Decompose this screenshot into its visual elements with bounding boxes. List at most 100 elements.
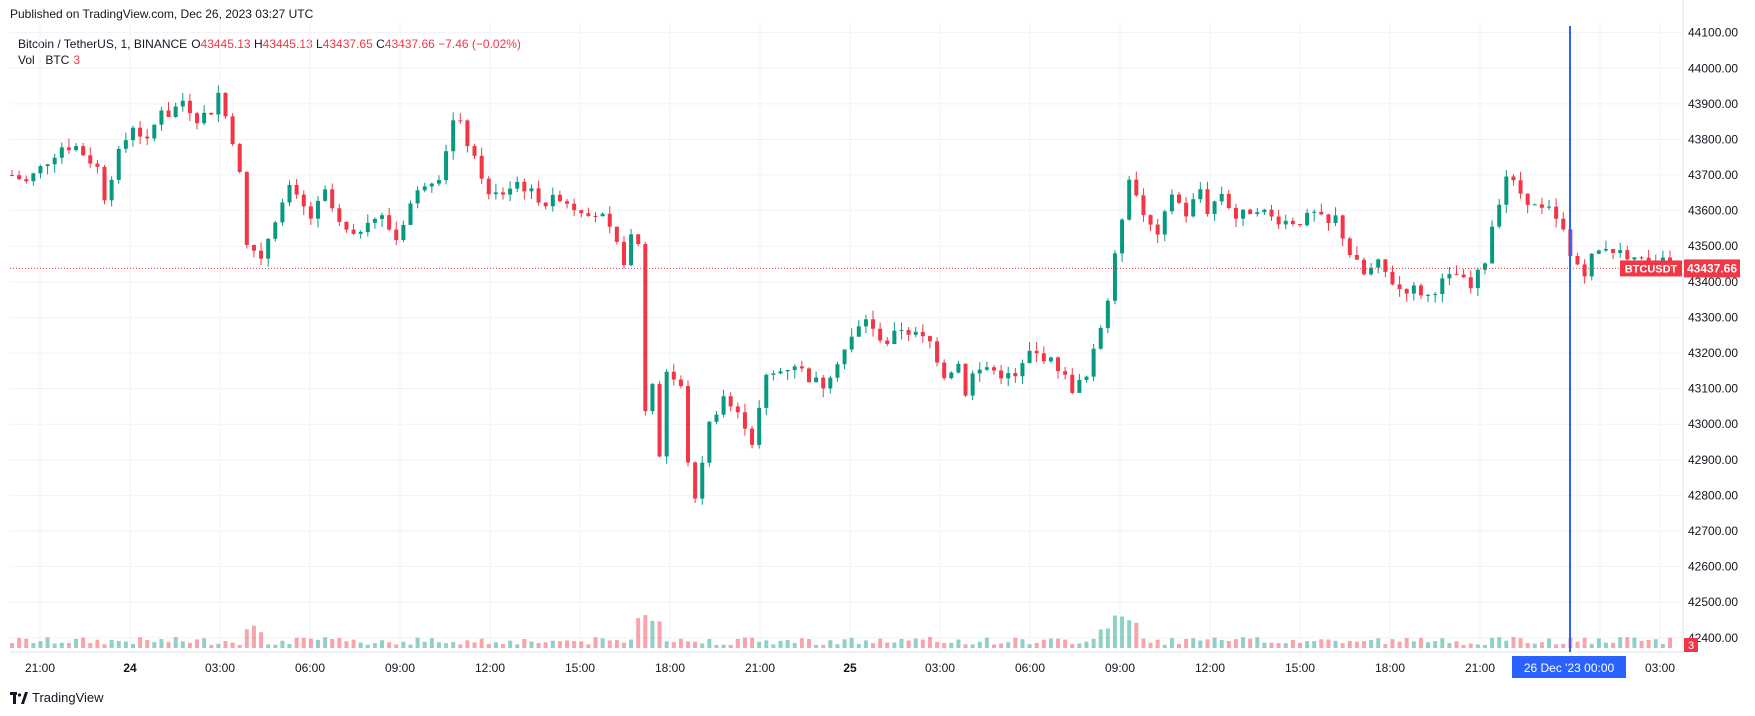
candle-body [1134,179,1139,196]
candle-body [671,371,676,380]
volume-bar [878,638,883,648]
candle-body [871,319,876,329]
volume-bar [1048,638,1053,648]
volume-bar [66,643,71,648]
volume-bar [835,644,840,648]
candle-body [1411,285,1416,294]
candle-body [230,116,235,145]
candle-body [244,171,249,245]
volume-bar [472,642,477,648]
volume-bar [31,643,36,648]
candle-body [586,213,591,216]
legend-c-label: C [376,37,385,51]
volume-bar [1383,643,1388,648]
candle-body [223,92,228,117]
volume-bar [970,644,975,648]
candle-body [1241,209,1246,219]
x-tick-label: 12:00 [1195,661,1225,675]
volume-bar [123,641,128,648]
candle-body [1603,248,1608,251]
volume-bar [849,637,854,648]
x-tick-label: 12:00 [475,661,505,675]
volume-bar [664,641,669,648]
volume-bar [1269,642,1274,648]
candle-body [629,234,634,266]
volume-bar [1312,641,1317,648]
candle-body [1198,189,1203,200]
candle-body [1354,254,1359,260]
volume-bar [259,632,264,648]
volume-bar [550,640,555,648]
candle-body [1262,209,1267,213]
y-tick-label: 43300.00 [1688,310,1738,324]
volume-bar [10,643,14,648]
volume-bar [742,637,747,648]
volume-bar [1390,639,1395,648]
volume-bar [330,638,335,648]
candle-body [251,244,256,251]
candle-body [308,206,313,219]
volume-bar [1433,641,1438,648]
candle-body [1226,193,1231,208]
candle-body [1639,257,1644,259]
volume-bar [515,644,520,648]
crosshair-time-bg [1512,656,1626,678]
volume-bar [315,639,320,648]
candle-body [1212,201,1217,215]
volume-bar [237,644,242,648]
volume-bar [856,643,861,648]
candle-body [187,100,192,114]
volume-bar [451,641,456,648]
candle-body [1297,224,1302,226]
volume-bar [1105,628,1110,648]
volume-bar [323,637,328,648]
legend-vol-label[interactable]: Vol · BTC [18,53,70,67]
last-price-tag-bg [1684,259,1740,278]
candle-body [294,184,299,195]
candle-body [1433,294,1438,296]
volume-bar [1525,643,1530,648]
candle-body [771,373,776,375]
legend-symbol[interactable]: Bitcoin / TetherUS, 1, BINANCE [18,37,188,51]
legend-o-value: 43445.13 [200,37,251,51]
candle-body [237,144,242,172]
volume-bar [1347,640,1352,648]
candle-body [280,202,285,223]
candle-body [145,136,150,139]
y-tick-label: 43000.00 [1688,417,1738,431]
candle-body [956,363,961,373]
candle-body [1034,350,1039,354]
y-tick-label: 42600.00 [1688,560,1738,574]
volume-bar [700,643,705,648]
candle-body [358,231,363,234]
volume-bar [17,637,22,648]
legend-h-label: H [253,37,263,51]
candle-body [1020,363,1025,377]
volume-bar [714,644,719,648]
volume-bar [1504,640,1509,648]
tradingview-brand[interactable]: TradingView [10,690,104,705]
candle-body [1027,350,1032,364]
candle-body [1340,215,1345,239]
candle-body [1191,199,1196,217]
candle-body [273,222,278,239]
volume-bar [913,638,918,648]
volume-bar [1006,642,1011,648]
candle-body [657,383,662,457]
candle-body [315,200,320,219]
y-tick-label: 42500.00 [1688,595,1738,609]
volume-bar [465,640,470,648]
volume-bar [629,639,634,648]
candle-body [536,188,541,203]
candle-body [856,326,861,337]
candle-body [1632,257,1637,260]
volume-tag-bg [1684,638,1698,652]
volume-bar [486,643,491,648]
candle-body [1362,259,1367,275]
volume-bar [1226,641,1231,648]
candle-body [66,147,71,151]
candle-body [1497,204,1502,227]
legend-ohlc-row: Bitcoin / TetherUS, 1, BINANCE O43445.13… [18,36,521,52]
legend-l-label: L [316,37,323,51]
